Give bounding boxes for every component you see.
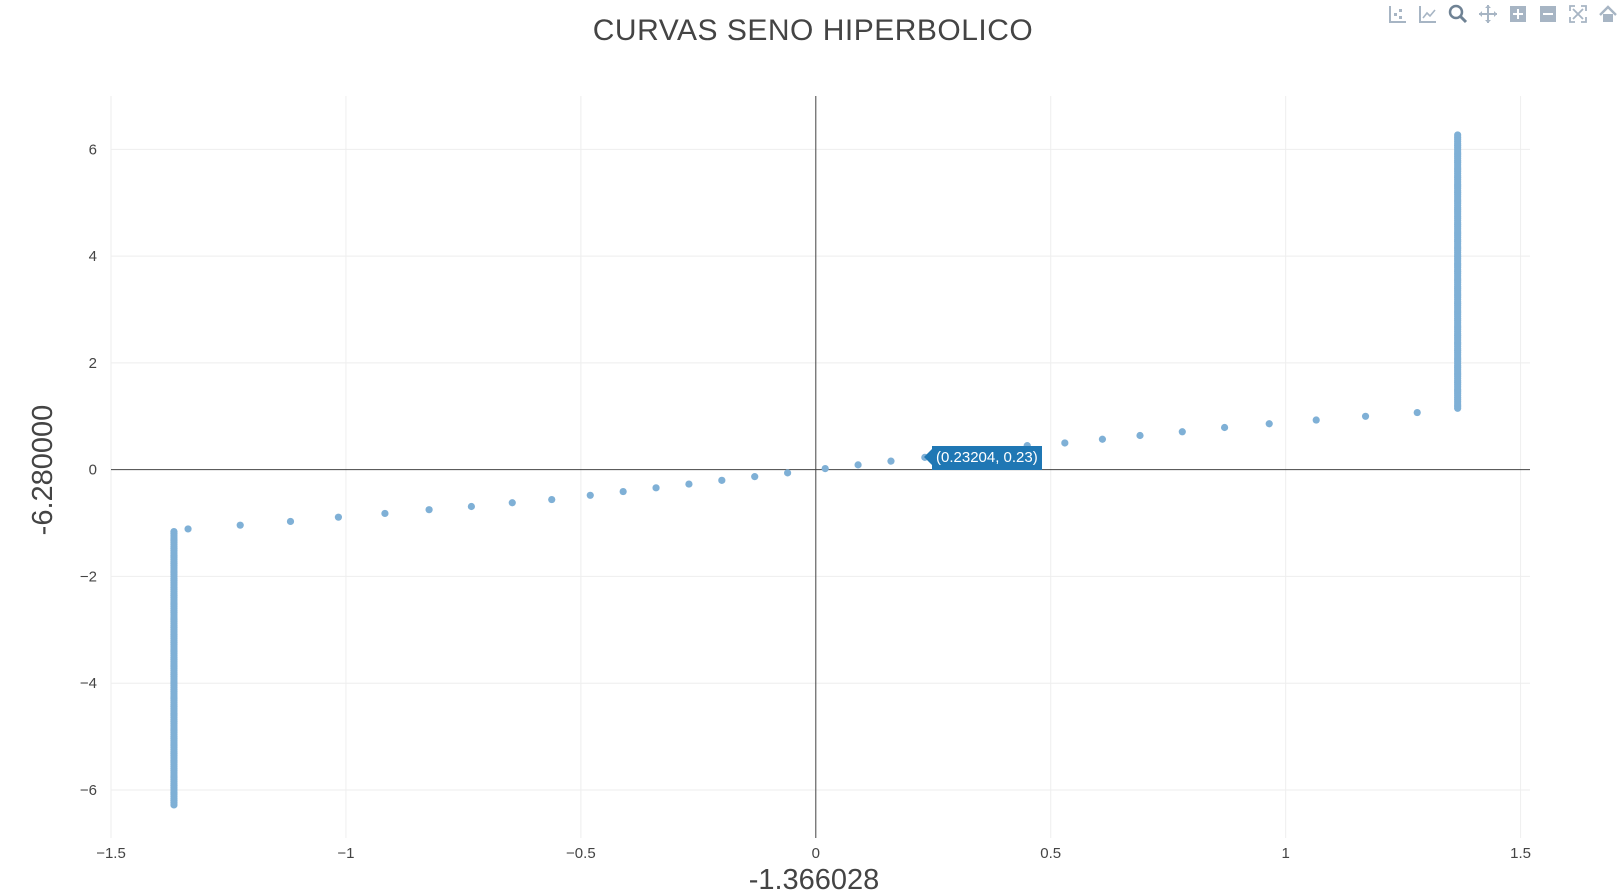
data-point: [1220, 423, 1229, 432]
data-point: [718, 476, 726, 484]
closest-data-icon[interactable]: [1416, 2, 1440, 26]
reset-axes-icon[interactable]: [1596, 2, 1620, 26]
x-tick-label: 0.5: [1040, 845, 1061, 862]
y-tick-label: −4: [80, 675, 97, 692]
zoom-icon[interactable]: [1446, 2, 1470, 26]
data-point: [381, 509, 389, 518]
y-tick-label: 6: [89, 141, 97, 158]
data-point: [184, 525, 192, 533]
data-point: [508, 499, 516, 507]
data-point: [1265, 420, 1273, 428]
x-tick-label: 1.5: [1510, 845, 1531, 862]
y-axis-title: -6.280000: [27, 405, 59, 536]
data-points: [170, 131, 1462, 809]
x-tick-label: −0.5: [566, 845, 596, 862]
zoom-out-icon[interactable]: [1536, 2, 1560, 26]
x-tick-label: −1.5: [96, 845, 126, 862]
pan-icon[interactable]: [1476, 2, 1500, 26]
data-point: [425, 506, 433, 514]
x-tick-label: 1: [1281, 845, 1289, 862]
data-point: [586, 491, 594, 499]
data-point: [1136, 431, 1144, 440]
data-point: [467, 502, 475, 511]
y-tick-label: −6: [80, 782, 97, 799]
data-point: [887, 457, 895, 465]
data-point: [821, 465, 829, 473]
x-axis-title: -1.366028: [749, 864, 880, 896]
data-point: [685, 480, 693, 488]
hover-label-arrow: [924, 449, 932, 465]
data-point: [170, 527, 178, 536]
data-point: [1413, 408, 1421, 417]
data-point: [1098, 435, 1107, 443]
x-tick-labels: −1.5 −1 −0.5 0 0.5 1 1.5: [96, 845, 1531, 862]
grid: [110, 96, 1530, 838]
data-point: [334, 513, 343, 521]
data-point: [1361, 412, 1370, 420]
autoscale-icon[interactable]: [1566, 2, 1590, 26]
x-tick-label: −1: [337, 845, 354, 862]
data-point: [784, 469, 792, 477]
modebar: [1386, 2, 1620, 26]
y-tick-label: −2: [80, 568, 97, 585]
data-point: [286, 517, 295, 526]
data-point: [548, 495, 556, 504]
data-point: [1061, 439, 1069, 447]
x-tick-label: 0: [812, 845, 820, 862]
data-point: [1178, 428, 1186, 436]
y-tick-label: 2: [89, 355, 97, 372]
data-point: [236, 521, 244, 529]
data-point: [751, 473, 759, 481]
y-tick-labels: −6 −4 −2 0 2 4 6: [80, 141, 97, 799]
compare-data-icon[interactable]: [1386, 2, 1410, 26]
data-point: [1454, 131, 1462, 139]
data-point: [619, 487, 627, 496]
data-point: [652, 484, 660, 492]
y-tick-label: 4: [89, 248, 97, 265]
hover-label: (0.23204, 0.23): [932, 446, 1042, 470]
zero-lines: [111, 96, 1530, 838]
zoom-in-icon[interactable]: [1506, 2, 1530, 26]
data-point: [854, 461, 862, 469]
data-point: [1312, 416, 1320, 424]
chart-title: CURVAS SENO HIPERBOLICO: [592, 14, 1034, 47]
y-tick-label: 0: [89, 462, 97, 479]
